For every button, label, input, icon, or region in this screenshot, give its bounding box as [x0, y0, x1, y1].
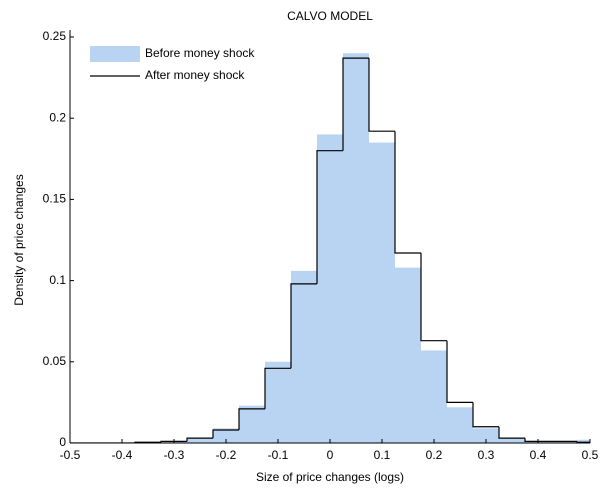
- y-tick-label: 0.25: [43, 29, 67, 43]
- step-line: [420, 252, 447, 342]
- y-tick-label: 0: [59, 435, 66, 449]
- step-line: [394, 131, 421, 254]
- y-tick-label: 0.05: [43, 354, 67, 368]
- step-line: [160, 440, 187, 443]
- step-line: [576, 441, 590, 443]
- x-tick-label: -0.2: [216, 448, 237, 462]
- step-line: [186, 437, 213, 442]
- legend-label: Before money shock: [145, 46, 255, 60]
- bar: [551, 441, 577, 443]
- step-line: [290, 283, 317, 369]
- x-axis-label: Size of price changes (logs): [256, 470, 404, 484]
- y-tick-label: 0.1: [49, 273, 66, 287]
- bar: [395, 267, 421, 443]
- step-line: [264, 367, 291, 409]
- bar: [473, 428, 499, 443]
- step-line: [368, 58, 395, 132]
- y-tick-label: 0.2: [49, 110, 66, 124]
- bar: [239, 405, 265, 443]
- bar: [499, 438, 525, 443]
- x-tick-label: 0.2: [426, 448, 443, 462]
- step-line: [342, 57, 369, 151]
- bar: [421, 350, 447, 443]
- bar: [447, 407, 473, 443]
- x-tick-label: 0.3: [478, 448, 495, 462]
- step-line: [524, 438, 551, 442]
- plot-area: [70, 53, 590, 443]
- step-line: [212, 429, 239, 439]
- x-tick-label: 0: [327, 448, 334, 462]
- step-line: [446, 340, 473, 403]
- x-tick-label: -0.3: [164, 448, 185, 462]
- step-line: [238, 408, 265, 431]
- legend-label: After money shock: [145, 68, 245, 82]
- bar: [187, 438, 213, 443]
- legend-swatch: [90, 46, 140, 62]
- bar: [343, 53, 369, 443]
- bar: [265, 361, 291, 443]
- x-tick-label: -0.1: [268, 448, 289, 462]
- bar: [291, 270, 317, 443]
- chart-title: CALVO MODEL: [287, 9, 373, 23]
- x-tick-label: -0.4: [112, 448, 133, 462]
- x-tick-label: 0.4: [530, 448, 547, 462]
- y-tick-label: 0.15: [43, 192, 67, 206]
- bar: [317, 134, 343, 443]
- axes: 0 0.05 0.1 0.15 0.2 0.25 -0.5 -0.4 -0.3 -0.2 -0.1 0…: [43, 29, 599, 462]
- step-line: [472, 402, 499, 428]
- bar: [369, 142, 395, 443]
- bar: [213, 428, 239, 443]
- y-axis-label: Density of price changes: [12, 174, 26, 305]
- x-tick-label: 0.5: [582, 448, 599, 462]
- step-line: [498, 426, 525, 439]
- step-line: [316, 150, 343, 284]
- x-tick-label: -0.5: [60, 448, 81, 462]
- bar: [577, 439, 590, 443]
- x-tick-label: 0.1: [374, 448, 391, 462]
